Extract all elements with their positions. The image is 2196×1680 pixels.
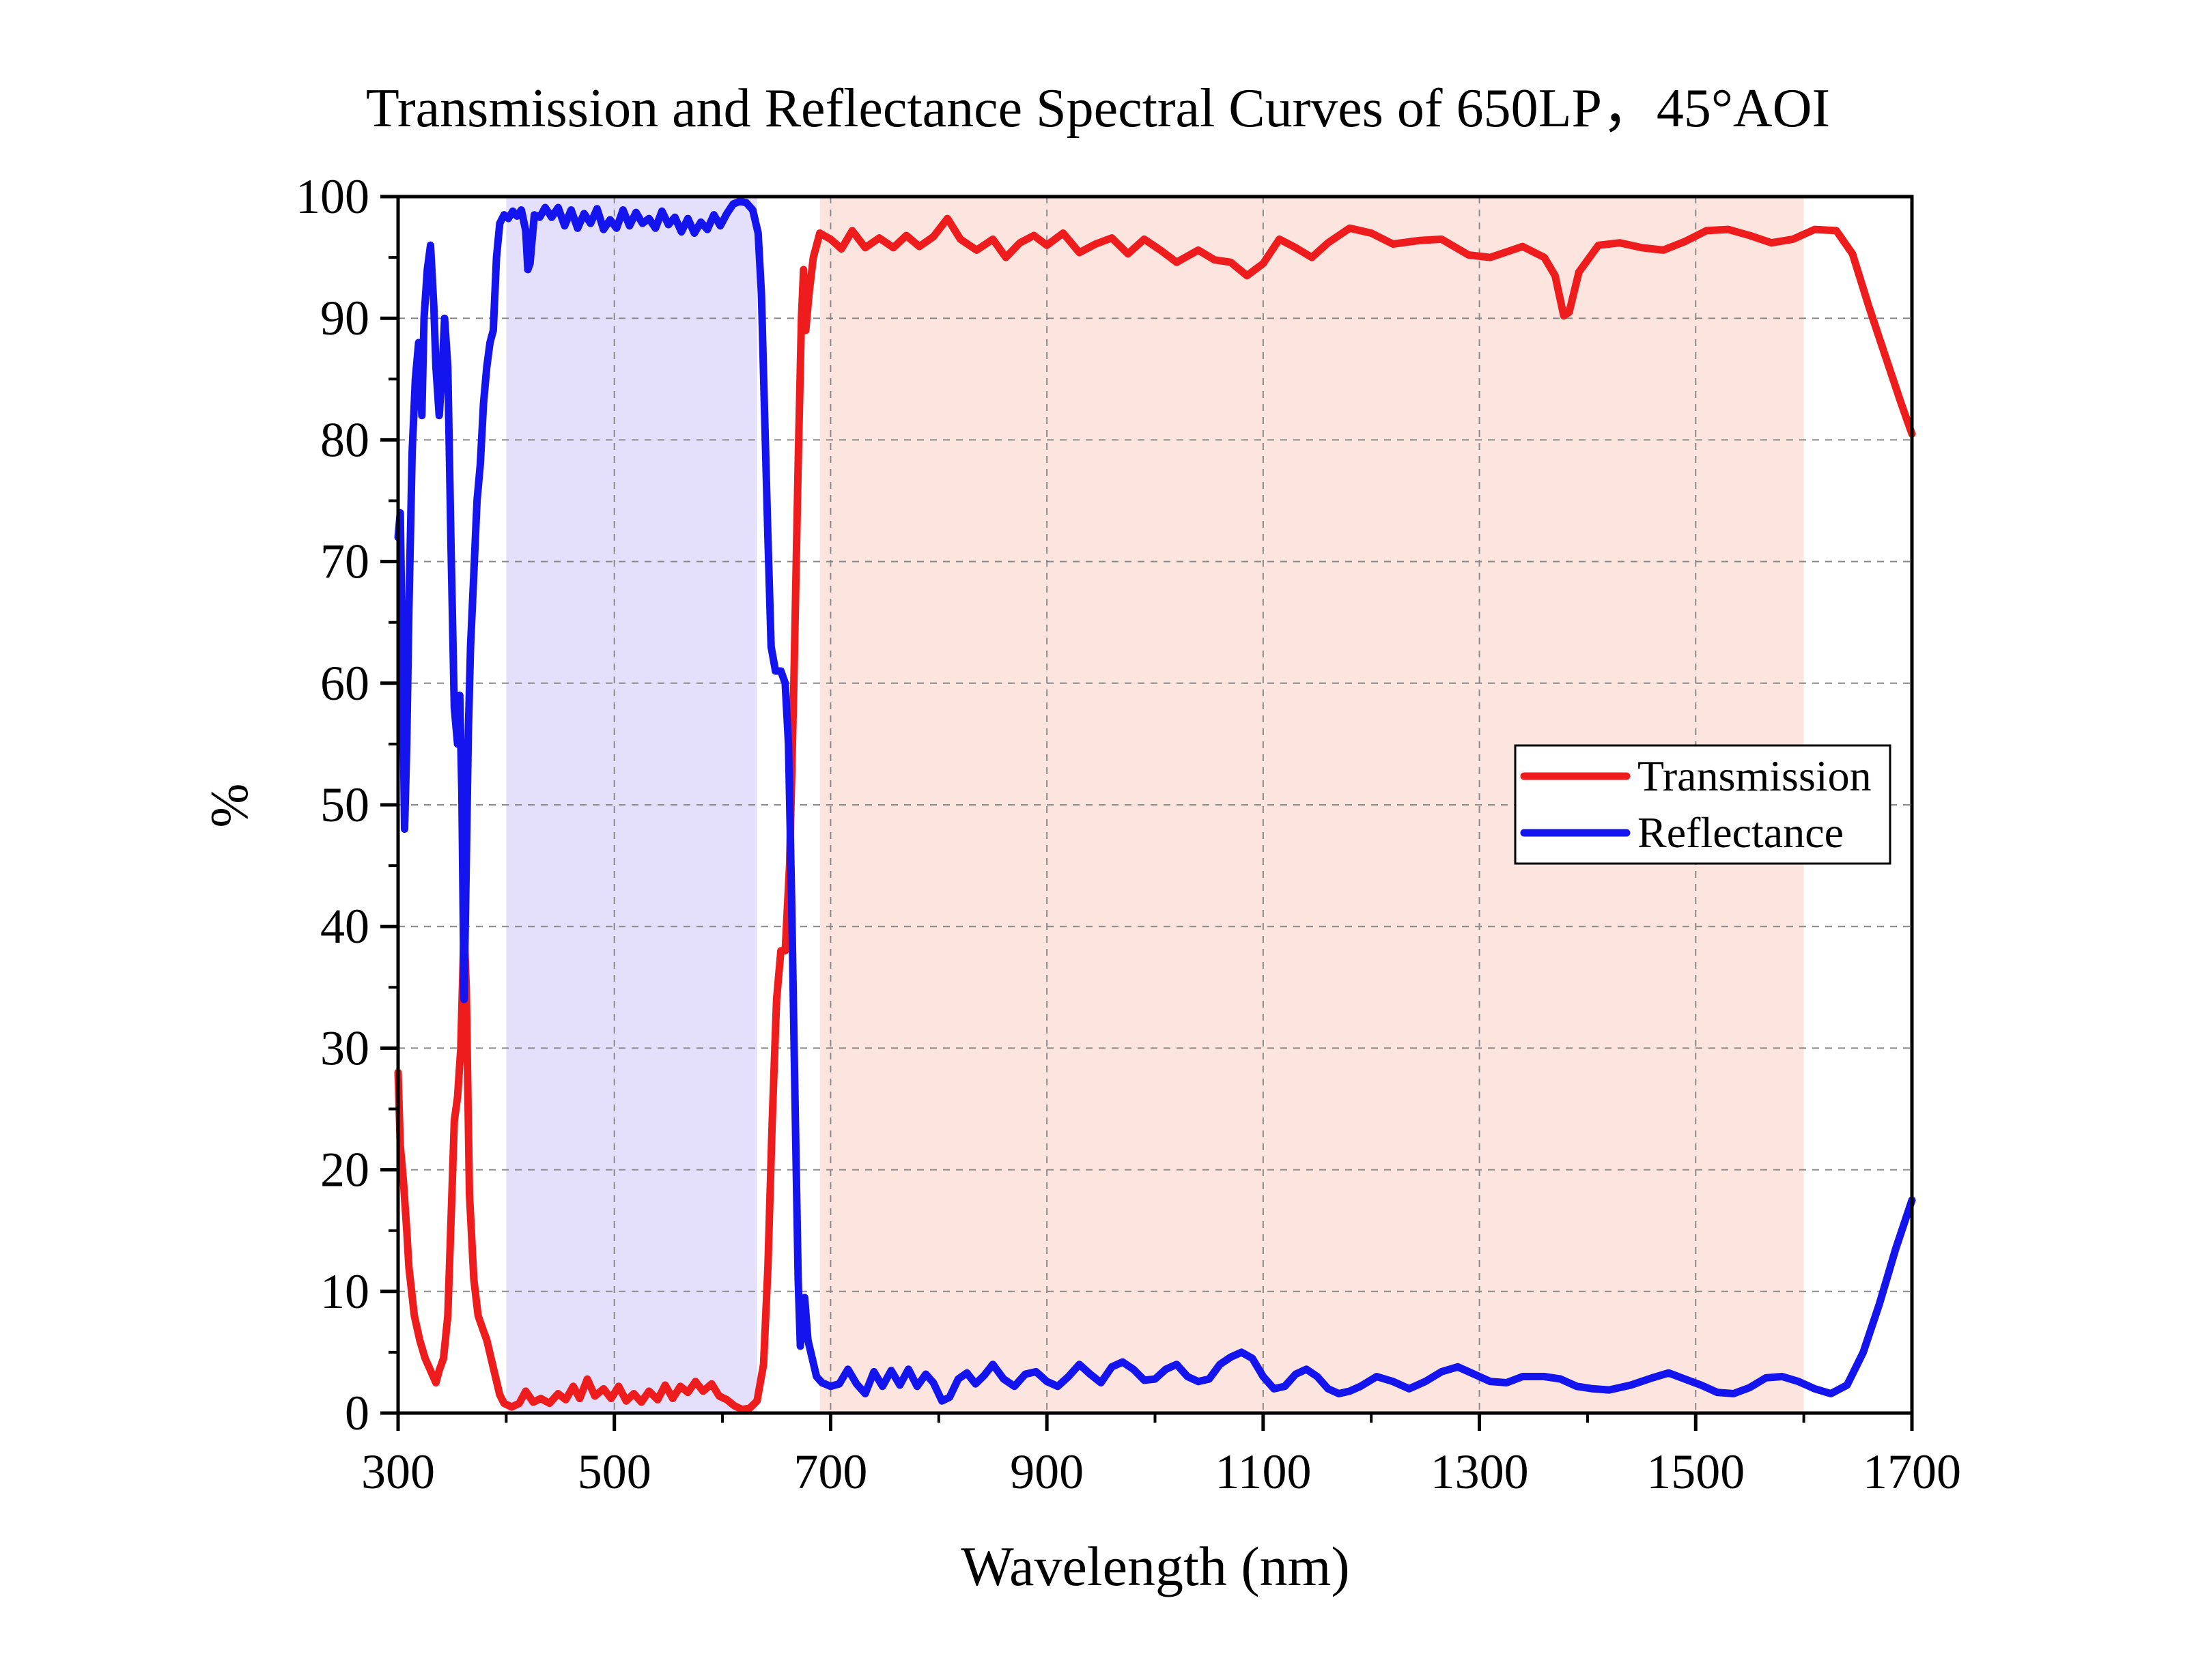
x-tick-label-900: 900 (1010, 1444, 1084, 1499)
x-tick-label-1500: 1500 (1646, 1444, 1745, 1499)
x-tick-label-1700: 1700 (1863, 1444, 1961, 1499)
y-tick-label-100: 100 (296, 169, 369, 224)
x-tick-label-1100: 1100 (1215, 1444, 1311, 1499)
y-tick-label-90: 90 (320, 291, 369, 345)
y-axis-label: % (199, 784, 259, 828)
series-line-transmission (394, 214, 1916, 1414)
legend-label-reflectance: Reflectance (1637, 808, 1844, 857)
x-tick-label-700: 700 (793, 1444, 867, 1499)
y-tick-label-30: 30 (320, 1021, 369, 1075)
y-tick-label-10: 10 (320, 1264, 369, 1319)
y-tick-label-40: 40 (320, 899, 369, 954)
legend-box (1514, 744, 1891, 865)
chart-title: Transmission and Reflectance Spectral Cu… (366, 79, 1830, 139)
y-tick-label-50: 50 (320, 778, 369, 832)
legend: Transmission Reflectance (1514, 744, 1891, 865)
legend-label-transmission: Transmission (1637, 752, 1872, 800)
y-tick-label-0: 0 (345, 1386, 369, 1440)
x-tick-label-300: 300 (361, 1444, 435, 1499)
x-tick-label-1300: 1300 (1431, 1444, 1529, 1499)
x-axis-label: Wavelength (nm) (961, 1535, 1349, 1597)
x-tick-label-500: 500 (578, 1444, 651, 1499)
y-tick-label-60: 60 (320, 656, 369, 711)
y-tick-label-70: 70 (320, 535, 369, 589)
axis-tick-labels: 300 500 700 900 1100 1300 1500 1700 0 10 20 30 40 50 6… (296, 169, 1961, 1499)
series-curves (394, 197, 1916, 1414)
axis-ticks (380, 195, 1914, 1431)
grid-lines (398, 197, 1912, 1413)
y-tick-label-80: 80 (320, 412, 369, 467)
y-tick-label-20: 20 (320, 1143, 369, 1197)
series-line-reflectance (394, 197, 1916, 1405)
